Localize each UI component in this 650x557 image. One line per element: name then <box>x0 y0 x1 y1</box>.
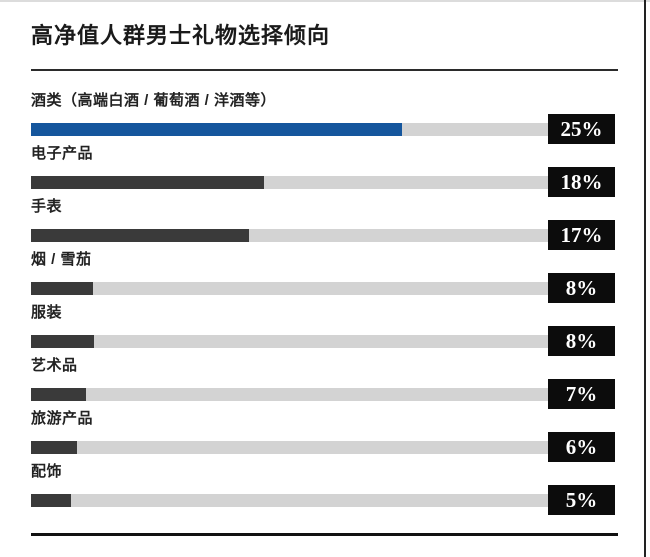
bar-track <box>31 493 548 507</box>
value-badge: 25% <box>548 114 615 144</box>
bar-line: 8% <box>31 273 615 303</box>
category-label: 服装 <box>31 304 63 321</box>
value-badge: 8% <box>548 326 615 356</box>
bar-line: 8% <box>31 326 615 356</box>
bar-rows: 酒类（高端白酒 / 葡萄酒 / 洋酒等） 25% 电子产品 18% 手表 17%… <box>31 91 615 515</box>
chart-row: 烟 / 雪茄 8% <box>31 250 615 303</box>
chart-row: 服装 8% <box>31 303 615 356</box>
title-rule <box>31 69 618 71</box>
bar-track <box>31 281 548 295</box>
category-label: 艺术品 <box>31 357 78 374</box>
footer-rule <box>31 533 618 536</box>
category-label: 旅游产品 <box>31 410 94 427</box>
chart-row: 酒类（高端白酒 / 葡萄酒 / 洋酒等） 25% <box>31 91 615 144</box>
bar-fill <box>31 122 403 136</box>
chart-row: 配饰 5% <box>31 462 615 515</box>
chart-title: 高净值人群男士礼物选择倾向 <box>31 23 331 48</box>
bar-line: 18% <box>31 167 615 197</box>
top-edge-border <box>0 0 650 2</box>
category-label: 酒类（高端白酒 / 葡萄酒 / 洋酒等） <box>31 92 277 109</box>
bar-track <box>31 334 548 348</box>
value-badge: 17% <box>548 220 615 250</box>
chart-row: 艺术品 7% <box>31 356 615 409</box>
value-badge: 5% <box>548 485 615 515</box>
bar-track <box>31 122 548 136</box>
bar-track <box>31 228 548 242</box>
category-label: 电子产品 <box>31 145 94 162</box>
bar-fill <box>31 228 249 242</box>
bar-line: 25% <box>31 114 615 144</box>
bar-line: 7% <box>31 379 615 409</box>
value-badge: 6% <box>548 432 615 462</box>
bar-line: 5% <box>31 485 615 515</box>
bar-fill <box>31 440 77 454</box>
bar-fill <box>31 387 87 401</box>
bar-line: 6% <box>31 432 615 462</box>
bar-track <box>31 387 548 401</box>
value-badge: 8% <box>548 273 615 303</box>
right-edge-border <box>644 0 646 557</box>
bar-fill <box>31 281 94 295</box>
bar-fill <box>31 493 72 507</box>
chart-row: 手表 17% <box>31 197 615 250</box>
chart-row: 旅游产品 6% <box>31 409 615 462</box>
bar-track <box>31 175 548 189</box>
bar-fill <box>31 175 264 189</box>
category-label: 配饰 <box>31 463 63 480</box>
bar-line: 17% <box>31 220 615 250</box>
bar-fill <box>31 334 95 348</box>
value-badge: 7% <box>548 379 615 409</box>
category-label: 烟 / 雪茄 <box>31 251 92 268</box>
category-label: 手表 <box>31 198 63 215</box>
value-badge: 18% <box>548 167 615 197</box>
bar-track <box>31 440 548 454</box>
chart-row: 电子产品 18% <box>31 144 615 197</box>
